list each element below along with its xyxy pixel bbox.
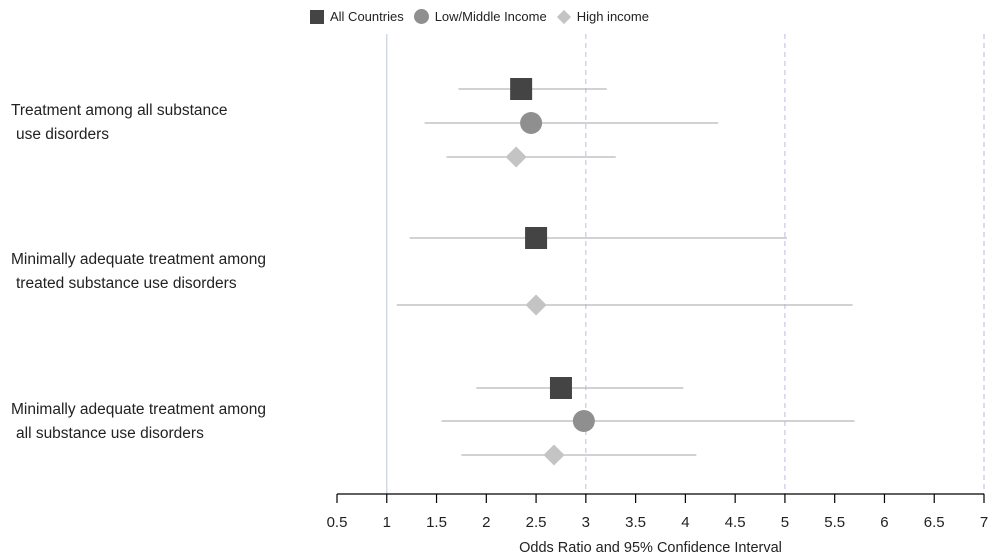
odds-ratio-circle-marker bbox=[572, 410, 595, 432]
category-label-line: Minimally adequate treatment among bbox=[11, 401, 267, 418]
category-label-line: use disorders bbox=[16, 126, 110, 143]
x-tick-label: 6.5 bbox=[924, 514, 945, 531]
legend-item-low-middle-income: Low/Middle Income bbox=[413, 9, 547, 24]
x-tick-label: 1.5 bbox=[426, 514, 447, 531]
category-label: Minimally adequate treatment among all s… bbox=[11, 398, 266, 446]
x-tick-label: 5.5 bbox=[824, 514, 845, 531]
category-label-line: treated substance use disorders bbox=[16, 275, 237, 292]
x-tick-label: 1 bbox=[383, 514, 391, 531]
category-label-line: Minimally adequate treatment among bbox=[11, 251, 267, 268]
x-tick-label: 7 bbox=[980, 514, 988, 531]
odds-ratio-diamond-marker bbox=[505, 146, 527, 168]
x-tick-label: 4 bbox=[681, 514, 689, 531]
legend-label: All Countries bbox=[330, 9, 404, 24]
circle-marker-icon bbox=[413, 9, 429, 24]
category-label-line: all substance use disorders bbox=[16, 425, 204, 442]
x-axis-label: Odds Ratio and 95% Confidence Interval bbox=[519, 540, 782, 556]
square-marker-icon bbox=[310, 9, 324, 24]
legend-label: High income bbox=[576, 9, 649, 24]
odds-ratio-diamond-marker bbox=[543, 444, 565, 466]
x-tick-label: 0.5 bbox=[327, 514, 348, 531]
x-tick-label: 2.5 bbox=[526, 514, 547, 531]
category-label: Minimally adequate treatment among treat… bbox=[11, 248, 266, 296]
x-tick-label: 3 bbox=[582, 514, 590, 531]
x-tick-label: 6 bbox=[880, 514, 888, 531]
x-tick-label: 4.5 bbox=[725, 514, 746, 531]
odds-ratio-circle-marker bbox=[520, 112, 543, 134]
x-tick-label: 2 bbox=[482, 514, 490, 531]
legend-label: Low/Middle Income bbox=[434, 9, 547, 24]
category-label-line: Treatment among all substance bbox=[11, 102, 228, 119]
x-tick-label: 3.5 bbox=[625, 514, 646, 531]
odds-ratio-diamond-marker bbox=[525, 294, 547, 316]
odds-ratio-square-marker bbox=[525, 227, 548, 249]
legend-item-high-income: High income bbox=[556, 9, 649, 24]
legend-item-all-countries: All Countries bbox=[310, 9, 404, 24]
x-tick-label: 5 bbox=[781, 514, 789, 531]
odds-ratio-square-marker bbox=[549, 377, 572, 399]
legend: All Countries Low/Middle Income High inc… bbox=[310, 9, 659, 24]
odds-ratio-square-marker bbox=[510, 78, 533, 100]
category-label: Treatment among all substance use disord… bbox=[11, 99, 228, 147]
